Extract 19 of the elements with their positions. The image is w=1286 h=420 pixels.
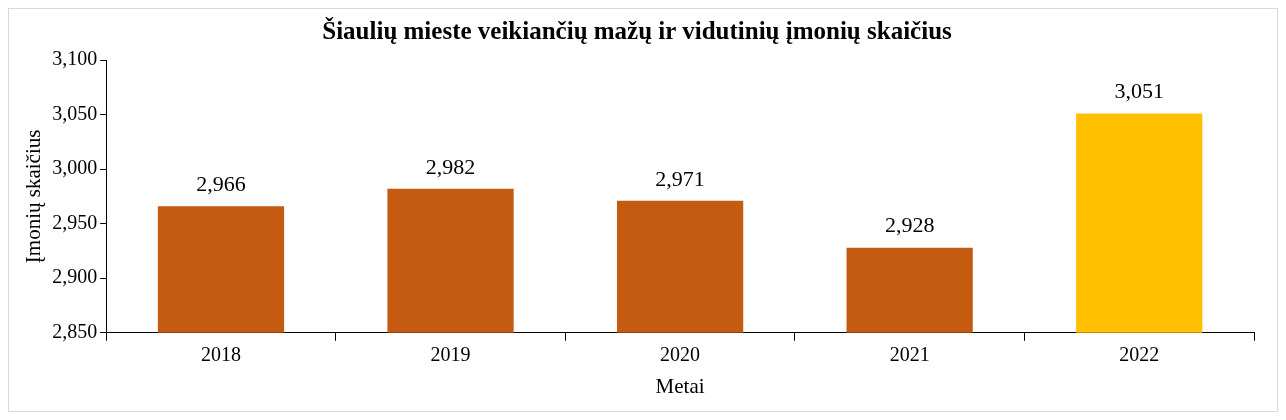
data-label: 2,928 <box>884 212 935 238</box>
y-tick-label: 2,950 <box>52 210 98 233</box>
x-tick-label: 2021 <box>889 343 930 366</box>
y-tick-label: 3,100 <box>52 47 98 70</box>
y-tick-label: 2,900 <box>52 265 98 288</box>
data-label: 2,966 <box>196 171 246 196</box>
x-tick-label: 2022 <box>1119 343 1160 366</box>
x-axis-title: Metai <box>655 373 705 398</box>
data-label: 2,971 <box>655 165 705 191</box>
y-tick-label: 3,000 <box>52 156 98 179</box>
data-label: 2,982 <box>425 153 476 179</box>
y-axis-title: Įmonių skaičius <box>21 129 46 264</box>
x-tick-label: 2018 <box>200 343 241 366</box>
chart-title: Šiaulių mieste veikiančių mažų ir vidutinių įmonių skaičius <box>322 17 953 45</box>
y-tick-label: 3,050 <box>52 101 98 124</box>
x-tick-label: 2019 <box>430 343 471 366</box>
y-tick-label: 2,850 <box>52 320 98 343</box>
x-tick-label: 2020 <box>660 343 701 366</box>
data-label: 3,051 <box>1114 78 1164 104</box>
